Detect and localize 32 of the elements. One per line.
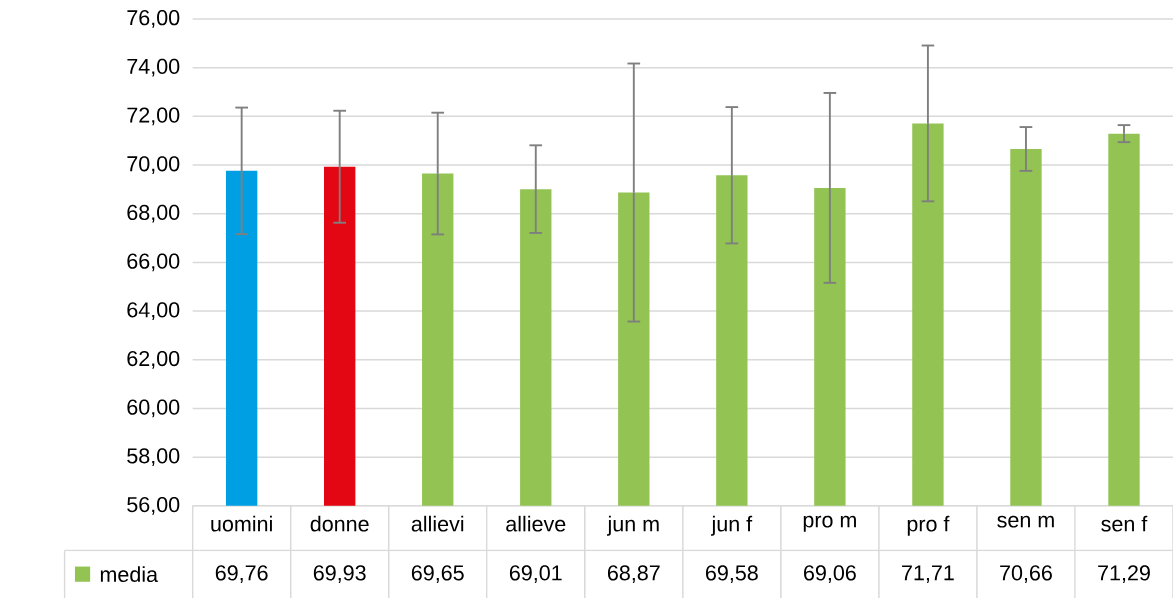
y-tick-label: 62,00	[127, 350, 180, 369]
data-label: 69,76	[215, 565, 268, 584]
data-label: 71,29	[1098, 565, 1150, 584]
data-label: 69,06	[804, 565, 856, 584]
x-tick-label: donne	[310, 515, 369, 532]
data-label: 69,65	[411, 565, 464, 584]
x-tick-label: jun f	[711, 515, 753, 536]
x-tick-label: pro f	[907, 515, 950, 536]
x-tick-label: pro m	[803, 515, 856, 532]
x-tick-label: jun m	[606, 515, 659, 536]
y-tick-label: 72,00	[127, 107, 180, 126]
y-tick-label: 56,00	[127, 496, 180, 515]
x-tick-label: uomini	[211, 515, 272, 532]
data-label: 71,71	[902, 565, 954, 583]
x-tick-label: sen f	[1101, 515, 1148, 532]
y-tick-label: 58,00	[127, 448, 180, 467]
legend-label: media	[100, 566, 159, 583]
x-tick-label: allievi	[411, 515, 464, 532]
y-tick-label: 66,00	[127, 253, 180, 272]
data-label: 69,01	[509, 565, 562, 584]
y-tick-label: 60,00	[127, 399, 180, 418]
data-label: 70,66	[1000, 565, 1052, 584]
x-tick-label: sen m	[997, 515, 1054, 528]
data-label: 68,87	[607, 565, 660, 584]
data-label: 69,93	[313, 565, 366, 584]
y-tick-label: 68,00	[127, 204, 180, 223]
y-tick-label: 70,00	[127, 156, 180, 174]
y-tick-label: 64,00	[127, 302, 180, 321]
data-label: 69,58	[706, 565, 758, 584]
y-tick-label: 74,00	[127, 58, 180, 77]
x-tick-label: allieve	[506, 515, 566, 532]
y-tick-label: 76,00	[127, 10, 180, 28]
